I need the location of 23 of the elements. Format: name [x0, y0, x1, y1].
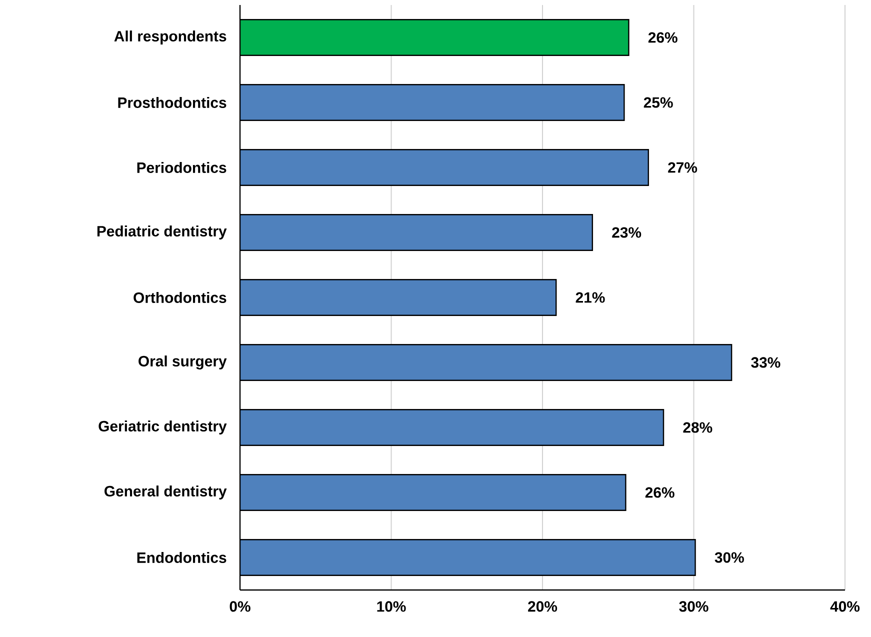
- x-tick-label: 40%: [830, 601, 860, 612]
- x-tick-label: 20%: [528, 601, 558, 612]
- x-tick-label: 10%: [377, 601, 406, 612]
- y-tick-label: Geriatric dentistry: [98, 420, 227, 434]
- x-tick-label: 30%: [679, 601, 708, 612]
- data-label: 33%: [751, 357, 780, 368]
- y-tick-label: Prosthodontics: [118, 97, 226, 108]
- y-tick-label: All respondents: [114, 30, 226, 44]
- x-tick-label: 0%: [230, 601, 250, 612]
- y-tick-label: Endodontics: [137, 552, 226, 563]
- data-label: 28%: [683, 422, 712, 433]
- data-label: 21%: [576, 292, 605, 303]
- data-label: 27%: [668, 162, 698, 173]
- y-tick-label: Oral surgery: [138, 355, 227, 370]
- y-tick-label: Pediatric dentistry: [97, 226, 227, 240]
- data-label: 26%: [645, 487, 674, 498]
- data-label: 25%: [644, 97, 673, 108]
- y-tick-label: Periodontics: [137, 162, 226, 173]
- y-tick-label: General dentistry: [104, 486, 227, 500]
- data-label: 23%: [612, 227, 642, 238]
- y-tick-label: Orthodontics: [134, 292, 226, 303]
- data-label: 30%: [714, 552, 744, 563]
- data-label: 26%: [648, 32, 678, 43]
